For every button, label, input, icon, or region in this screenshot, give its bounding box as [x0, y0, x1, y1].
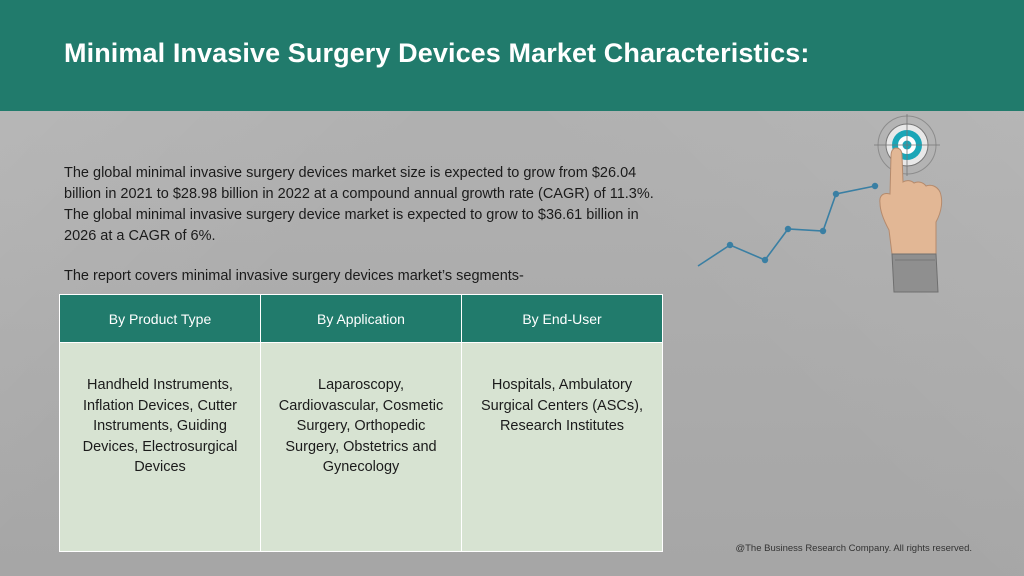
header-application: By Application: [260, 294, 462, 343]
header-product-type: By Product Type: [59, 294, 261, 343]
market-size-paragraph: The global minimal invasive surgery devi…: [64, 165, 654, 244]
cell-applications: Laparoscopy, Cardiovascular, Cosmetic Su…: [260, 342, 462, 552]
header-end-user: By End-User: [461, 294, 663, 343]
cell-end-users: Hospitals, Ambulatory Surgical Centers (…: [461, 342, 663, 552]
header-bar: Minimal Invasive Surgery Devices Market …: [0, 0, 1024, 111]
growth-target-illustration: [697, 114, 943, 293]
growth-line-icon: [697, 182, 879, 267]
pointing-hand-icon: [879, 147, 943, 293]
page-title: Minimal Invasive Surgery Devices Market …: [64, 38, 810, 68]
cell-product-types: Handheld Instruments, Inflation Devices,…: [59, 342, 261, 552]
table-row: Handheld Instruments, Inflation Devices,…: [59, 342, 663, 552]
copyright-footer: @The Business Research Company. All righ…: [735, 543, 972, 554]
table-header-row: By Product Type By Application By End-Us…: [59, 294, 663, 343]
target-icon: [874, 114, 940, 176]
segments-table: By Product Type By Application By End-Us…: [59, 294, 663, 552]
segments-intro-text: The report covers minimal invasive surge…: [64, 268, 524, 284]
